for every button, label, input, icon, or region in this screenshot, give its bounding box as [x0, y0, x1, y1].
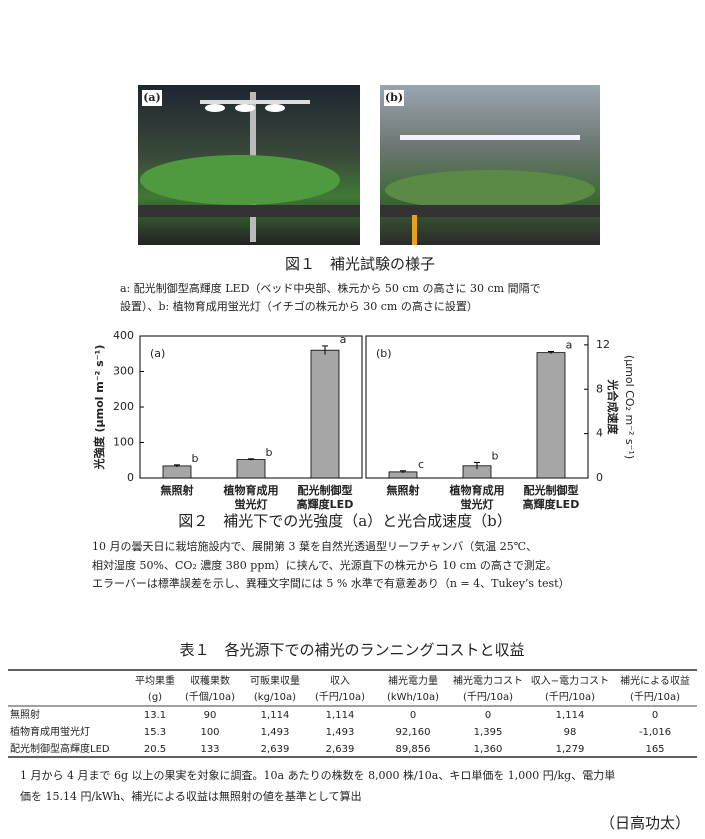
- bar: [310, 349, 340, 479]
- table-header: 可販果収量: [250, 675, 300, 687]
- table-header: (千円/10a): [315, 691, 365, 703]
- table-header: 収入: [330, 675, 350, 687]
- table-cell: -1,016: [639, 727, 671, 738]
- author: （日高功太）: [600, 814, 690, 832]
- y-axis-label: 光合成速度: [606, 379, 620, 436]
- table-cell: 0: [652, 710, 658, 721]
- y-tick-label: 0: [127, 471, 134, 484]
- bar: [536, 352, 566, 479]
- table-cell: 0: [485, 710, 491, 721]
- y-tick-label: 400: [113, 329, 134, 342]
- significance-letter: b: [192, 452, 199, 465]
- row-label: 植物育成用蛍光灯: [10, 725, 90, 738]
- x-tick-label: 無照射: [387, 483, 420, 497]
- x-tick-label: 配光制御型: [524, 483, 579, 497]
- row-label: 無照射: [10, 708, 40, 721]
- table-cell: 1,114: [556, 710, 585, 721]
- footnote: 1 月から 4 月まで 6g 以上の果実を対象に調査。10a あたりの株数を 8…: [20, 768, 615, 782]
- figure-caption: 図１ 補光試験の様子: [285, 255, 435, 273]
- table-cell: 90: [204, 710, 217, 721]
- panel-label: (a): [150, 347, 165, 360]
- table-header: 補光電力量: [388, 674, 438, 687]
- table-cell: 1,279: [556, 744, 585, 755]
- y-tick-label: 12: [596, 338, 610, 351]
- table-cell: 2,639: [261, 744, 290, 755]
- significance-letter: b: [492, 449, 499, 462]
- table-cell: 20.5: [144, 744, 166, 755]
- y-tick-label: 200: [113, 400, 134, 413]
- table-cell: 1,493: [326, 727, 355, 738]
- y-tick-label: 0: [596, 471, 603, 484]
- table-header: 収入−電力コスト: [531, 674, 609, 687]
- y-tick-label: 300: [113, 365, 134, 378]
- significance-letter: a: [340, 333, 347, 346]
- photo-label: (b): [385, 91, 403, 104]
- figure-note: 相対湿度 50%、CO₂ 濃度 380 ppm）に挟んで、光源直下の株元から 1…: [92, 558, 557, 572]
- table-cell: 1,395: [474, 727, 503, 738]
- table-cell: 98: [564, 727, 577, 738]
- table-cell: 15.3: [144, 727, 166, 738]
- table-cell: 92,160: [396, 727, 431, 738]
- table-cell: 89,856: [396, 744, 431, 755]
- figure-note: エラーバーは標準誤差を示し、異種文字間には 5 % 水準で有意差あり（n = 4…: [92, 576, 570, 590]
- x-tick-label: 植物育成用: [449, 483, 505, 497]
- figure-caption: 図２ 補光下での光強度（a）と光合成速度（b）: [178, 512, 512, 530]
- table-cell: 0: [410, 710, 416, 721]
- table-cell: 100: [200, 727, 219, 738]
- bar: [162, 465, 192, 479]
- figure-note: 設置）、b: 植物育成用蛍光灯（イチゴの株元から 30 cm の高さに設置）: [120, 299, 478, 313]
- x-tick-label: 植物育成用: [223, 483, 279, 497]
- bar: [236, 459, 266, 479]
- table-header: (千円/10a): [545, 691, 595, 703]
- significance-letter: b: [266, 446, 273, 459]
- table-header: 補光による収益: [620, 674, 690, 687]
- table-cell: 133: [200, 744, 219, 755]
- table-cell: 13.1: [144, 710, 166, 721]
- table-title: 表１ 各光源下での補光のランニングコストと収益: [179, 641, 524, 659]
- table-cell: 2,639: [326, 744, 355, 755]
- footnote: 価を 15.14 円/kWh、補光による収益は無照射の値を基準として算出: [20, 789, 362, 803]
- table-header: 補光電力コスト: [453, 674, 523, 687]
- table-header: (千円/10a): [463, 691, 513, 703]
- table-header: 平均果重: [135, 674, 175, 687]
- x-tick-label: 高輝度LED: [523, 497, 580, 511]
- figure-note: 10 月の曇天日に栽培施設内で、展開第 3 葉を自然光透過型リーフチャンバ（気温…: [92, 539, 537, 553]
- y-tick-label: 100: [113, 436, 134, 449]
- x-tick-label: 蛍光灯: [235, 497, 268, 511]
- x-tick-label: 無照射: [161, 483, 194, 497]
- photo-label: (a): [143, 91, 161, 104]
- y-axis-label: (μmol CO₂ m⁻² s⁻¹): [623, 355, 636, 459]
- x-tick-label: 配光制御型: [298, 483, 353, 497]
- x-tick-label: 蛍光灯: [461, 497, 494, 511]
- table-cell: 165: [645, 744, 664, 755]
- photo-a: [138, 85, 360, 245]
- table-header: (千個/10a): [185, 690, 235, 703]
- table-header: (kg/10a): [254, 692, 296, 703]
- y-tick-label: 4: [596, 427, 603, 440]
- table-cell: 1,360: [474, 744, 503, 755]
- panel-label: (b): [376, 347, 392, 360]
- table-header: (g): [148, 692, 162, 703]
- table-header: 収穫果数: [190, 674, 230, 687]
- table-cell: 1,114: [261, 710, 290, 721]
- y-axis-label: 光強度 (μmol m⁻² s⁻¹): [92, 345, 106, 471]
- row-label: 配光制御型高輝度LED: [10, 742, 110, 755]
- significance-letter: c: [418, 458, 424, 471]
- table-cell: 1,493: [261, 727, 290, 738]
- x-tick-label: 高輝度LED: [297, 497, 354, 511]
- table-header: (kWh/10a): [387, 692, 439, 703]
- figure-note: a: 配光制御型高輝度 LED（ベッド中央部、株元から 50 cm の高さに 3…: [120, 281, 541, 295]
- y-tick-label: 8: [596, 382, 603, 395]
- photo-b: [380, 85, 600, 245]
- table-cell: 1,114: [326, 710, 355, 721]
- table-header: (千円/10a): [630, 691, 680, 703]
- significance-letter: a: [566, 339, 573, 352]
